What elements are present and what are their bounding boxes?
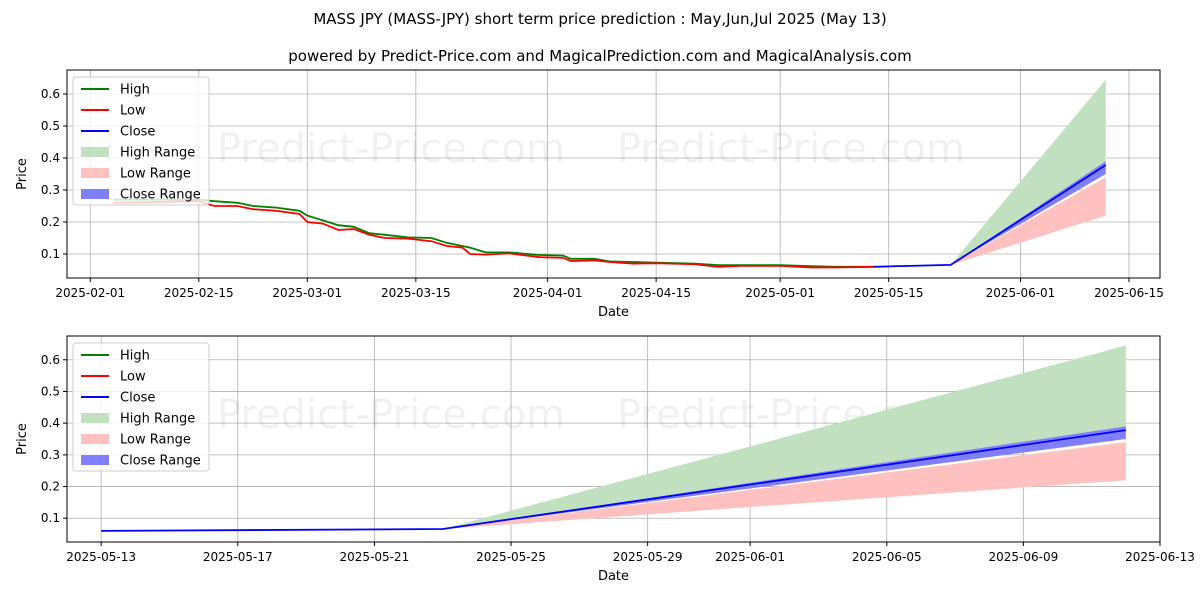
chart2-legend-label: Close xyxy=(120,391,155,406)
chart2-xtick-label: 2025-05-17 xyxy=(203,550,273,564)
chart1-axes-frame xyxy=(66,69,1161,279)
chart2-legend-label: High xyxy=(120,349,150,364)
chart2-legend-swatch xyxy=(81,434,109,444)
chart2-legend-label: High Range xyxy=(120,412,195,427)
chart1-ytick-label: 0.6 xyxy=(41,87,60,101)
chart1-close-line xyxy=(873,164,1107,268)
chart-title: MASS JPY (MASS-JPY) short term price pre… xyxy=(313,10,887,28)
chart2-watermark: Predict-Price.com xyxy=(217,392,565,438)
chart2-xtick-label: 2025-05-21 xyxy=(340,550,410,564)
chart2-legend-label: Close Range xyxy=(120,454,201,469)
chart1-ylabel: Price xyxy=(15,158,30,190)
chart1-ytick-label: 0.4 xyxy=(41,151,60,165)
chart2-high-range-band xyxy=(101,345,1126,531)
chart2-xtick-label: 2025-06-13 xyxy=(1125,550,1195,564)
chart2-ytick-label: 0.5 xyxy=(41,384,60,398)
chart1-high-line xyxy=(113,198,874,268)
chart2-legend-label: Low Range xyxy=(120,433,191,448)
chart1-xtick-label: 2025-05-15 xyxy=(854,286,924,300)
chart2-xtick-label: 2025-06-01 xyxy=(715,550,785,564)
chart2-xtick-label: 2025-06-09 xyxy=(989,550,1059,564)
chart1-ytick-label: 0.5 xyxy=(41,119,60,133)
chart1-legend-label: High xyxy=(120,83,150,98)
chart2-xtick-label: 2025-05-13 xyxy=(66,550,136,564)
chart2-legend-label: Low xyxy=(120,370,146,385)
chart1-legend-label: Low xyxy=(120,104,146,119)
chart1-xtick-label: 2025-06-01 xyxy=(986,286,1056,300)
chart2-xlabel: Date xyxy=(598,569,629,584)
chart2-xtick-label: 2025-06-05 xyxy=(852,550,922,564)
chart1-ytick-label: 0.3 xyxy=(41,183,60,197)
chart1-xlabel: Date xyxy=(598,305,629,320)
chart2-ylabel: Price xyxy=(15,423,30,455)
chart2-ytick-label: 0.2 xyxy=(41,480,60,494)
chart1-xtick-label: 2025-05-01 xyxy=(745,286,815,300)
chart2-low-range-band xyxy=(101,442,1126,531)
chart1-legend-swatch xyxy=(81,189,109,199)
chart1-xtick-label: 2025-06-15 xyxy=(1094,286,1164,300)
chart1-legend-label: Close xyxy=(120,125,155,140)
chart1-watermark: Predict-Price.com xyxy=(617,126,965,172)
chart2-ytick-label: 0.3 xyxy=(41,448,60,462)
chart1-legend-swatch xyxy=(81,147,109,157)
chart1-legend-label: Close Range xyxy=(120,188,201,203)
chart2-ytick-label: 0.1 xyxy=(41,511,60,525)
chart1-xtick-label: 2025-02-01 xyxy=(55,286,125,300)
chart1-xtick-label: 2025-04-15 xyxy=(621,286,691,300)
chart1-watermark: Predict-Price.com xyxy=(217,126,565,172)
chart2-legend-swatch xyxy=(81,455,109,465)
chart1-high-range-band xyxy=(873,79,1106,267)
chart1-ytick-label: 0.1 xyxy=(41,247,60,261)
chart1-xtick-label: 2025-04-01 xyxy=(513,286,583,300)
chart1-xtick-label: 2025-03-01 xyxy=(272,286,342,300)
chart2-xtick-label: 2025-05-29 xyxy=(613,550,683,564)
chart1-legend-swatch xyxy=(81,168,109,178)
chart1-legend-label: Low Range xyxy=(120,167,191,182)
chart1-ytick-label: 0.2 xyxy=(41,215,60,229)
chart-subtitle: powered by Predict-Price.com and Magical… xyxy=(288,47,912,65)
chart1-xtick-label: 2025-02-15 xyxy=(164,286,234,300)
chart2-close-line xyxy=(101,429,1126,532)
chart1-legend-label: High Range xyxy=(120,146,195,161)
chart2-xtick-label: 2025-05-25 xyxy=(476,550,546,564)
chart2-ytick-label: 0.4 xyxy=(41,416,60,430)
chart1-low-line xyxy=(113,200,874,269)
chart2-legend-swatch xyxy=(81,413,109,423)
chart1-xtick-label: 2025-03-15 xyxy=(381,286,451,300)
chart1-low-range-band xyxy=(873,177,1106,267)
chart2-axes-frame xyxy=(66,335,1161,543)
chart2-ytick-label: 0.6 xyxy=(41,353,60,367)
